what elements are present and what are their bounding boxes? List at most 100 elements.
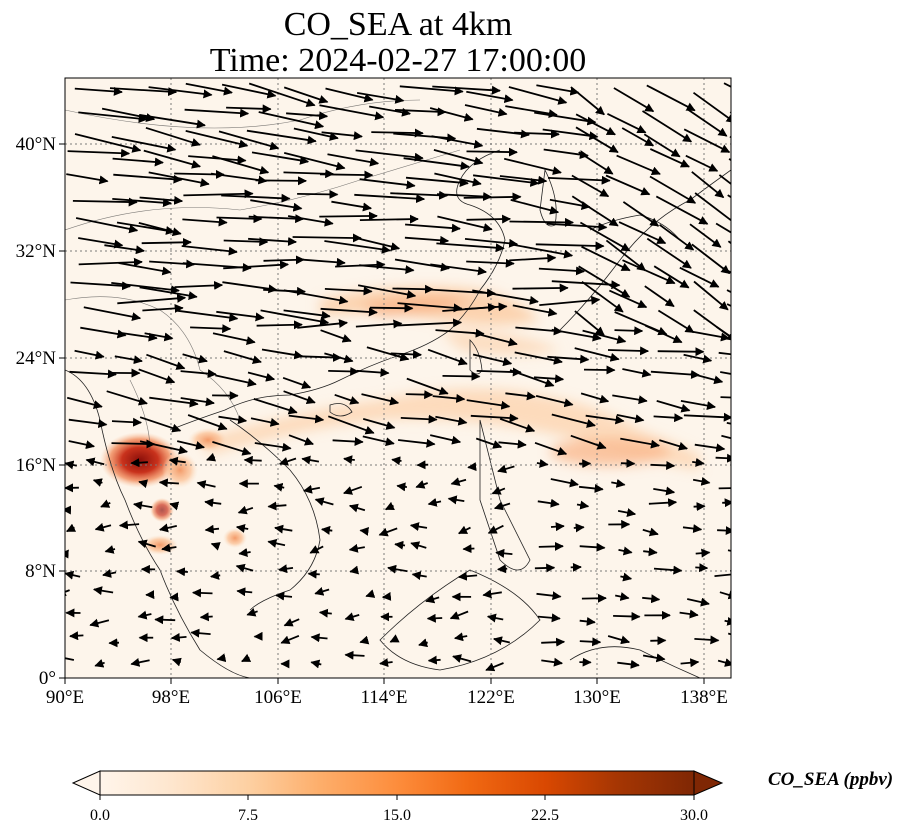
wind-vector <box>728 158 731 162</box>
wind-vector <box>509 369 555 388</box>
wind-vector <box>301 455 320 465</box>
wind-vector <box>327 415 375 435</box>
wind-vector <box>454 632 468 642</box>
wind-vector <box>250 417 280 427</box>
wind-vector <box>344 612 360 621</box>
wind-vector <box>139 114 206 129</box>
wind-vector <box>216 653 227 663</box>
wind-vector <box>111 282 180 295</box>
wind-vector <box>514 351 563 365</box>
wind-vector <box>411 571 427 581</box>
wind-vector <box>400 414 438 424</box>
wind-vector <box>310 659 322 669</box>
wind-vector <box>137 610 152 620</box>
wind-vector <box>111 439 156 449</box>
wind-vector <box>378 527 398 537</box>
wind-vector <box>430 263 487 276</box>
wind-vector <box>715 222 731 234</box>
wind-vector <box>283 289 349 305</box>
wind-vector <box>181 245 238 256</box>
wind-vector <box>432 85 501 95</box>
wind-vector <box>397 302 463 313</box>
lon-tick-label: 122°E <box>467 687 515 708</box>
wind-vector <box>646 237 692 269</box>
wind-vector <box>426 613 443 623</box>
wind-vector <box>137 539 156 549</box>
wind-vector <box>204 498 222 508</box>
wind-vector <box>255 176 307 186</box>
wind-vector <box>215 374 257 387</box>
colorbar-tick-label: 15.0 <box>383 807 411 824</box>
wind-vector <box>695 563 709 573</box>
wind-vector <box>487 524 504 534</box>
wind-vector <box>348 503 366 513</box>
wind-vector <box>69 631 84 641</box>
wind-vector <box>92 478 103 487</box>
wind-vector <box>653 486 676 496</box>
wind-vector <box>142 303 184 313</box>
wind-vector <box>648 498 678 508</box>
wind-vector <box>182 353 208 364</box>
wind-vector <box>146 353 186 370</box>
wind-vector <box>649 148 690 168</box>
wind-vector <box>185 130 249 149</box>
wind-vector <box>617 508 637 518</box>
wind-vector <box>246 607 258 617</box>
wind-vector <box>683 353 713 364</box>
wind-vector <box>538 541 564 551</box>
wind-vector <box>437 215 493 232</box>
wind-vector <box>573 523 585 533</box>
wind-vector <box>65 460 77 470</box>
wind-vector <box>176 309 239 323</box>
wind-vector <box>432 393 466 403</box>
wind-vector <box>613 611 641 621</box>
wind-vector <box>429 434 462 445</box>
wind-vector <box>579 483 604 493</box>
wind-vector <box>464 104 508 117</box>
coastlines <box>65 149 731 678</box>
wind-vector <box>248 236 297 246</box>
wind-vector <box>320 307 378 317</box>
wind-vector <box>104 545 116 554</box>
wind-vector <box>74 349 105 360</box>
wind-vector <box>498 439 527 449</box>
wind-vector <box>415 480 429 489</box>
wind-vector <box>609 289 648 309</box>
wind-vector <box>180 397 215 407</box>
wind-vector <box>68 440 95 450</box>
wind-vector <box>168 456 186 466</box>
wind-vector <box>362 418 396 430</box>
wind-vector <box>359 635 370 645</box>
wind-vector <box>410 541 427 550</box>
lon-tick-label: 106°E <box>254 687 302 708</box>
wind-vector <box>185 82 233 96</box>
wind-vector <box>686 108 728 137</box>
wind-vector <box>576 500 590 510</box>
wind-vector <box>718 351 731 356</box>
wind-vector <box>575 126 619 154</box>
map-time-subtitle: Time: 2024-02-27 17:00:00 <box>209 42 587 79</box>
wind-vector <box>452 654 472 663</box>
colorbar-extend-max <box>693 770 724 796</box>
wind-vector <box>297 189 339 199</box>
wind-vector <box>390 190 449 200</box>
lat-tick-label: 24°N <box>16 348 57 369</box>
wind-vector <box>85 457 105 467</box>
wind-vector <box>143 149 201 169</box>
wind-vector <box>442 371 481 381</box>
wind-vector <box>607 635 631 645</box>
wind-vector <box>362 435 395 447</box>
wind-vector <box>611 478 626 488</box>
wind-vector <box>282 376 312 390</box>
wind-vector <box>170 632 187 642</box>
wind-vector <box>236 587 253 597</box>
wind-vector <box>418 638 429 648</box>
wind-vector <box>427 348 468 366</box>
wind-vector <box>139 195 184 205</box>
wind-vector <box>435 415 468 426</box>
wind-vector <box>472 353 513 367</box>
wind-vector <box>615 592 630 601</box>
wind-vector <box>139 286 198 300</box>
wind-vector <box>620 458 636 468</box>
wind-vector <box>622 368 652 378</box>
